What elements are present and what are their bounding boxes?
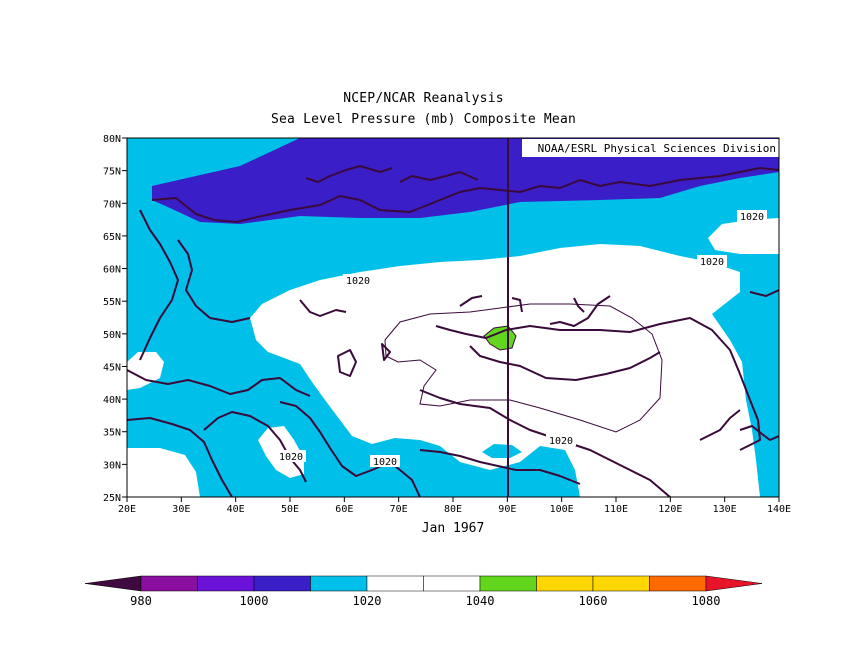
colorbar-segment — [310, 575, 368, 592]
x-tick-label: 80E — [444, 504, 462, 515]
x-tick-label: 30E — [172, 504, 190, 515]
x-tick-label: 120E — [658, 504, 682, 515]
x-tick-label: 100E — [550, 504, 574, 515]
y-tick-label: 25N — [103, 493, 121, 504]
x-tick-label: 70E — [390, 504, 408, 515]
chart-title: NCEP/NCAR Reanalysis — [343, 91, 504, 106]
colorbar: 980 1000 1020 1040 1060 1080 — [84, 575, 763, 608]
colorbar-arrow-high — [705, 575, 763, 592]
credit-box — [522, 139, 779, 157]
y-tick-label: 45N — [103, 362, 121, 373]
colorbar-label: 1040 — [466, 594, 495, 608]
contour-label: 1020 — [700, 257, 724, 268]
colorbar-segment — [140, 575, 198, 592]
band-1020-1030 — [250, 244, 760, 497]
contour-label: 1020 — [740, 212, 764, 223]
x-tick-label: 60E — [335, 504, 353, 515]
y-tick-label: 75N — [103, 167, 121, 178]
y-tick-label: 35N — [103, 428, 121, 439]
y-tick-label: 70N — [103, 199, 121, 210]
y-tick-label: 65N — [103, 232, 121, 243]
chart-subtitle: Sea Level Pressure (mb) Composite Mean — [270, 112, 576, 127]
x-axis: 20E 30E 40E 50E 60E 70E 80E 90E 100E 110E 120E 130E… — [118, 497, 791, 515]
coastlines — [127, 165, 779, 497]
y-tick-label: 60N — [103, 265, 121, 276]
x-tick-label: 90E — [498, 504, 516, 515]
colorbar-segment — [592, 575, 650, 592]
colorbar-arrow-low — [84, 575, 142, 592]
x-tick-label: 140E — [767, 504, 791, 515]
x-tick-label: 20E — [118, 504, 136, 515]
colorbar-label: 1060 — [579, 594, 608, 608]
y-tick-label: 30N — [103, 460, 121, 471]
y-tick-label: 40N — [103, 395, 121, 406]
x-tick-label: 130E — [713, 504, 737, 515]
colorbar-segment — [253, 575, 311, 592]
contour-label: 1020 — [549, 436, 573, 447]
band-1020-sw2 — [127, 448, 200, 497]
y-axis: 25N 30N 35N 40N 45N 50N 55N 60N 65N 70N 75N 80N — [103, 134, 127, 504]
colorbar-segment — [649, 575, 707, 592]
y-tick-label: 55N — [103, 297, 121, 308]
band-1000-1010 — [152, 138, 779, 224]
x-tick-label: 50E — [281, 504, 299, 515]
period-label: Jan 1967 — [421, 521, 485, 536]
colorbar-segment — [366, 575, 424, 592]
colorbar-label: 980 — [130, 594, 152, 608]
colorbar-segment — [536, 575, 594, 592]
contour-label: 1020 — [346, 276, 370, 287]
pressure-map: NOAA/ESRL Physical Sciences Division 102… — [127, 138, 779, 497]
contour-label: 1020 — [279, 452, 303, 463]
colorbar-label: 1000 — [240, 594, 269, 608]
band-1020-ne — [708, 218, 779, 254]
band-1020-w — [127, 352, 164, 390]
contour-label: 1020 — [373, 457, 397, 468]
x-tick-label: 40E — [227, 504, 245, 515]
colorbar-segment — [423, 575, 481, 592]
contour-labels: 1020 1020 1020 1020 1020 1020 — [276, 210, 767, 468]
y-tick-label: 80N — [103, 134, 121, 145]
x-tick-label: 110E — [604, 504, 628, 515]
colorbar-segment — [479, 575, 537, 592]
credit-text: NOAA/ESRL Physical Sciences Division — [538, 142, 776, 155]
band-1010-hole — [482, 444, 522, 458]
colorbar-label: 1020 — [353, 594, 382, 608]
contour-1030 — [384, 303, 663, 433]
colorbar-segment — [197, 575, 255, 592]
colorbar-label: 1080 — [692, 594, 721, 608]
y-tick-label: 50N — [103, 330, 121, 341]
